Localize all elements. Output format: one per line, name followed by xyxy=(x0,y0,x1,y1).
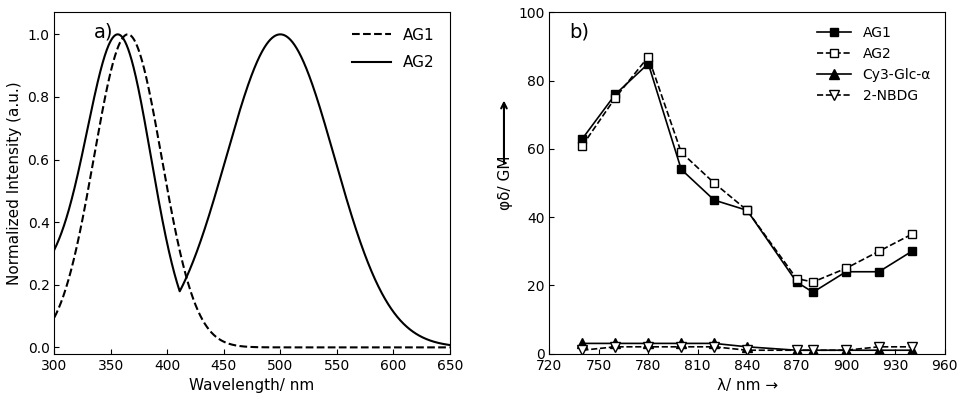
AG1 xyxy=(377,345,389,350)
Line: AG1: AG1 xyxy=(578,60,916,296)
Y-axis label: φδ/ GM: φδ/ GM xyxy=(498,156,512,210)
AG2 xyxy=(112,32,124,37)
Legend: AG1, AG2: AG1, AG2 xyxy=(345,20,442,78)
AG1 xyxy=(610,92,621,97)
AG2 xyxy=(873,249,885,254)
AG1 xyxy=(122,32,133,37)
Text: b): b) xyxy=(569,23,590,42)
AG1 xyxy=(42,324,54,329)
2-NBDG xyxy=(676,344,687,349)
2-NBDG xyxy=(741,348,753,353)
Line: Cy3-Glc-α: Cy3-Glc-α xyxy=(577,338,917,355)
AG2 xyxy=(287,40,298,45)
AG1 xyxy=(841,269,852,274)
Cy3-Glc-α xyxy=(708,341,720,346)
AG2 xyxy=(676,150,687,155)
AG2 xyxy=(117,35,128,40)
2-NBDG xyxy=(643,344,654,349)
Cy3-Glc-α xyxy=(906,348,918,353)
AG2 xyxy=(308,85,319,90)
AG2 xyxy=(741,208,753,213)
AG1 xyxy=(906,249,918,254)
AG2 xyxy=(577,143,589,148)
2-NBDG xyxy=(906,344,918,349)
AG1 xyxy=(117,36,128,40)
Cy3-Glc-α xyxy=(790,348,802,353)
2-NBDG xyxy=(610,344,621,349)
AG1 xyxy=(708,198,720,202)
AG1 xyxy=(577,136,589,141)
AG1 xyxy=(676,167,687,172)
AG2 xyxy=(42,257,54,262)
AG2 xyxy=(906,232,918,237)
AG1 xyxy=(308,345,319,350)
2-NBDG xyxy=(708,344,720,349)
Line: AG1: AG1 xyxy=(48,34,455,347)
2-NBDG xyxy=(841,348,852,353)
Cy3-Glc-α xyxy=(741,344,753,349)
AG1 xyxy=(741,208,753,213)
2-NBDG xyxy=(577,348,589,353)
Cy3-Glc-α xyxy=(643,341,654,346)
2-NBDG xyxy=(790,348,802,353)
Cy3-Glc-α xyxy=(610,341,621,346)
Cy3-Glc-α xyxy=(873,348,885,353)
Y-axis label: Normalized Intensity (a.u.): Normalized Intensity (a.u.) xyxy=(7,81,22,285)
Text: a): a) xyxy=(94,23,114,42)
2-NBDG xyxy=(873,344,885,349)
Cy3-Glc-α xyxy=(841,348,852,353)
2-NBDG xyxy=(808,348,819,353)
Legend: AG1, AG2, Cy3-Glc-α, 2-NBDG: AG1, AG2, Cy3-Glc-α, 2-NBDG xyxy=(810,19,938,110)
AG2 xyxy=(808,280,819,284)
AG2 xyxy=(790,276,802,281)
Cy3-Glc-α xyxy=(808,348,819,353)
AG1 xyxy=(199,320,210,325)
AG1 xyxy=(643,61,654,66)
AG2 xyxy=(450,343,461,348)
X-axis label: Wavelength/ nm: Wavelength/ nm xyxy=(189,378,315,393)
Line: AG2: AG2 xyxy=(578,53,916,286)
Cy3-Glc-α xyxy=(577,341,589,346)
AG2 xyxy=(610,95,621,100)
Line: AG2: AG2 xyxy=(48,34,455,346)
X-axis label: λ/ nm →: λ/ nm → xyxy=(717,378,778,393)
Line: 2-NBDG: 2-NBDG xyxy=(577,342,917,355)
AG2 xyxy=(346,215,358,220)
AG1 xyxy=(346,345,358,350)
AG1 xyxy=(450,345,461,350)
AG2 xyxy=(377,293,389,298)
Cy3-Glc-α xyxy=(676,341,687,346)
AG2 xyxy=(199,228,210,233)
AG1 xyxy=(873,269,885,274)
AG1 xyxy=(790,280,802,284)
AG2 xyxy=(643,54,654,59)
AG1 xyxy=(287,345,298,350)
AG2 xyxy=(841,266,852,271)
AG1 xyxy=(808,290,819,295)
AG2 xyxy=(708,181,720,186)
